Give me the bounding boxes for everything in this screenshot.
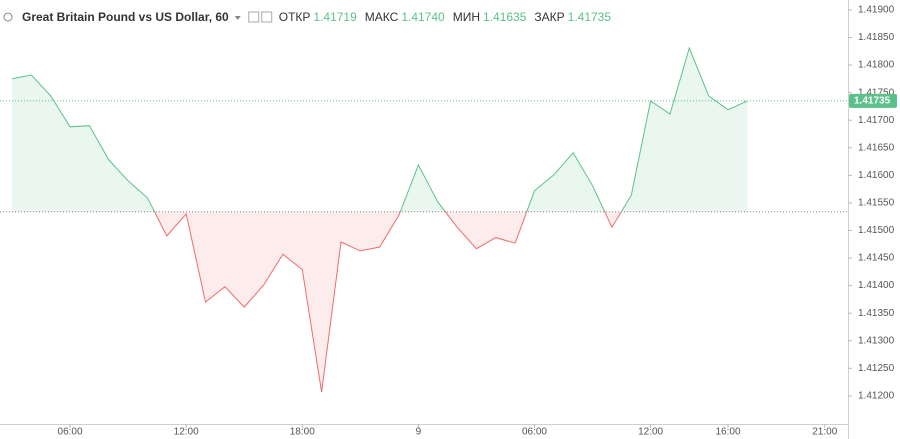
x-tick-label: 18:00 [290,427,315,438]
y-tick-label: 1.41250 [858,363,895,374]
y-tick-label: 1.41550 [858,198,895,209]
dropdown-icon [234,16,241,20]
y-tick-label: 1.41400 [858,280,895,291]
toggle-icon[interactable] [261,11,273,23]
y-tick-label: 1.41200 [858,391,895,402]
x-tick-label: 06:00 [522,427,547,438]
x-tick-label: 06:00 [58,427,83,438]
y-tick-label: 1.41800 [858,60,895,71]
ohlc-value: 1.41735 [568,10,612,24]
ohlc-value: 1.41635 [483,10,527,24]
y-tick-label: 1.41350 [858,308,895,319]
y-tick-label: 1.41300 [858,335,895,346]
toggle-icon[interactable] [248,11,260,23]
last-price-badge [849,93,897,108]
price-line [11,46,748,393]
ohlc-name: МАКС [365,10,399,24]
x-tick-label: 21:00 [812,427,837,438]
ohlc-name: ОТКР [279,10,311,24]
y-tick-label: 1.41700 [858,115,895,126]
baseline-area [11,48,748,392]
last-price-label: 1.41735 [854,96,891,107]
x-tick-label: 12:00 [174,427,199,438]
y-tick-label: 1.41650 [858,142,895,153]
ohlc-value: 1.41719 [313,10,357,24]
x-tick-label: 12:00 [638,427,663,438]
ohlc-value: 1.41740 [401,10,445,24]
y-tick-label: 1.41850 [858,32,895,43]
x-tick-label: 16:00 [716,427,741,438]
y-tick-label: 1.41500 [858,225,895,236]
ohlc-name: ЗАКР [534,10,564,24]
y-tick-label: 1.41600 [858,170,895,181]
y-tick-label: 1.41900 [858,5,895,16]
y-tick-label: 1.41750 [858,87,895,98]
y-tick-label: 1.41450 [858,253,895,264]
symbol-title: Great Britain Pound vs US Dollar, 60 [22,10,229,24]
collapse-icon[interactable] [3,12,13,22]
x-tick-label: 9 [416,427,422,438]
ohlc-name: МИН [453,10,480,24]
legend-header: Great Britain Pound vs US Dollar, 60 ОТК… [3,10,612,24]
